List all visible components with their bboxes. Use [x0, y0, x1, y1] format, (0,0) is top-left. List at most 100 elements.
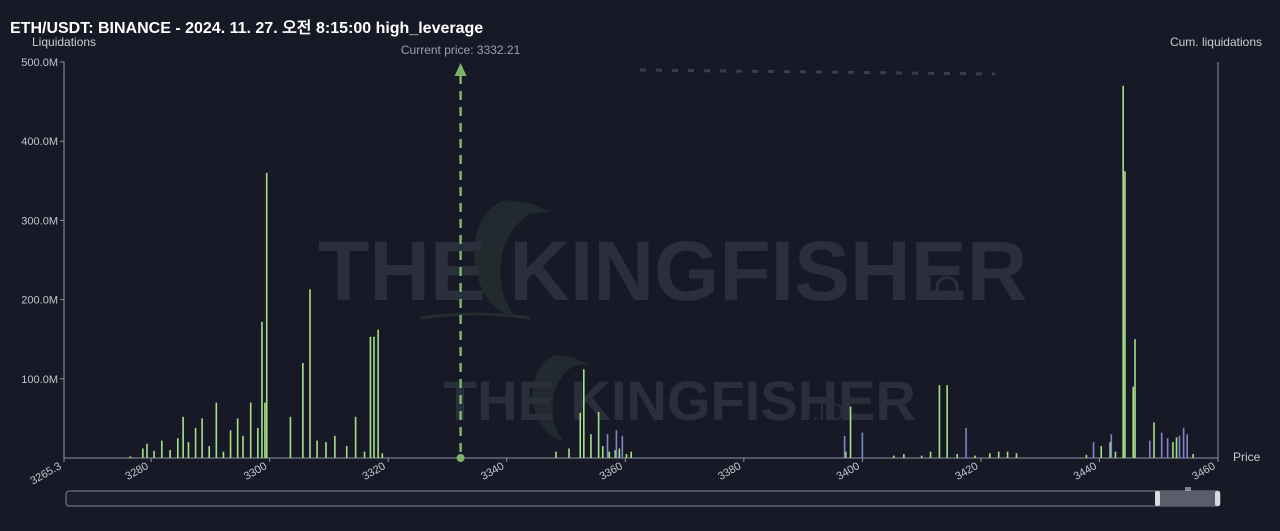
- liquidation-bar-alt: [965, 427, 967, 458]
- x-tick-label: 3280: [123, 460, 150, 483]
- navigator-track[interactable]: [65, 490, 1221, 507]
- liquidation-bar: [997, 451, 1000, 458]
- x-tick-label: 3460: [1190, 460, 1217, 483]
- liquidation-bar: [938, 385, 941, 458]
- liquidation-bar-alt: [606, 434, 609, 458]
- liquidation-bar: [920, 455, 923, 458]
- liquidation-bar-alt: [621, 435, 624, 458]
- liquidation-bar-alt: [1166, 438, 1169, 458]
- liquidation-bar-alt: [1186, 434, 1188, 458]
- liquidation-bar: [892, 455, 895, 458]
- x-tick-label: 3340: [479, 460, 506, 483]
- liquidation-bar: [222, 451, 225, 458]
- watermark-kingfisher-logo-large: [419, 200, 551, 320]
- liquidation-bar: [325, 442, 327, 458]
- liquidation-bar: [316, 440, 318, 458]
- right-axis-label: Cum. liquidations: [1170, 35, 1262, 49]
- liquidation-bar: [345, 446, 348, 458]
- x-tick-label: 3420: [953, 460, 980, 483]
- liquidation-bar: [249, 402, 252, 458]
- liquidation-bar-alt: [1178, 435, 1181, 458]
- navigator-grip-icon[interactable]: [1185, 487, 1191, 491]
- liquidation-bar: [1015, 453, 1018, 458]
- liquidation-bar-alt: [1182, 427, 1185, 458]
- y-axis-ticks: 100.0M 200.0M 300.0M 400.0M 500.0M: [21, 57, 64, 386]
- liquidation-bar-alt: [843, 435, 846, 458]
- liquidation-bar: [956, 454, 959, 458]
- liquidation-bar: [129, 456, 132, 458]
- current-price-marker: Current price: 3332.21: [401, 43, 521, 462]
- liquidation-bar: [1085, 454, 1088, 458]
- liquidation-bar: [625, 454, 628, 458]
- liquidation-bar: [194, 427, 197, 458]
- current-price-label: Current price: 3332.21: [401, 43, 521, 57]
- liquidation-bar: [257, 427, 259, 458]
- x-tick-label: 3360: [598, 460, 625, 483]
- range-navigator[interactable]: [65, 487, 1221, 507]
- navigator-selection[interactable]: [1158, 491, 1220, 506]
- liquidation-bar: [568, 448, 570, 458]
- liquidation-bar-alt: [1149, 440, 1151, 458]
- x-tick-label: 3265.3: [28, 460, 63, 487]
- liquidation-bar: [289, 416, 292, 458]
- liquidation-bar: [160, 440, 163, 458]
- x-tick-label: 3400: [835, 460, 862, 483]
- liquidation-bar: [1006, 451, 1009, 458]
- liquidation-bar: [1172, 442, 1174, 458]
- liquidation-bar: [176, 438, 179, 458]
- liquidation-bar: [373, 336, 375, 458]
- liquidation-bar: [989, 453, 991, 458]
- liquidation-bar: [583, 369, 585, 458]
- liquidation-bar: [169, 450, 171, 458]
- watermark: THE KINGFISHER .IO THE KINGFISHER .IO: [318, 200, 1027, 441]
- y-tick-label: 200.0M: [21, 295, 58, 307]
- liquidation-bar: [630, 451, 633, 458]
- x-axis-ticks: 3265.3 3280 3300 3320 3340 3360 3380 3400 3420 34…: [28, 458, 1219, 487]
- liquidation-bar-alt: [1110, 434, 1113, 458]
- x-tick-label: 3300: [242, 460, 269, 483]
- watermark-kingfisher-logo-small: [532, 355, 589, 441]
- liquidation-bar: [1134, 339, 1136, 458]
- liquidation-bar: [187, 442, 190, 458]
- y-tick-label: 100.0M: [21, 374, 58, 386]
- liquidation-bar: [903, 454, 905, 458]
- liquidation-bar: [1109, 442, 1111, 458]
- liquidation-bar: [236, 418, 239, 458]
- y-tick-label: 500.0M: [21, 57, 58, 69]
- liquidation-bar: [264, 402, 266, 458]
- watermark-text-large: THE KINGFISHER: [318, 224, 1027, 318]
- liquidation-bar: [369, 336, 372, 458]
- liquidation-bar: [1192, 454, 1194, 458]
- watermark-text-small: THE KINGFISHER: [443, 369, 916, 432]
- current-price-arrow-icon: [454, 63, 467, 76]
- x-axis-label: Price: [1233, 450, 1261, 464]
- liquidation-bar: [974, 455, 976, 458]
- x-tick-label: 3320: [361, 460, 388, 483]
- y-tick-label: 300.0M: [21, 215, 58, 227]
- navigator-left-handle[interactable]: [1155, 491, 1160, 506]
- liquidation-bar: [579, 412, 582, 458]
- liquidation-bar: [363, 451, 366, 458]
- liquidation-bar-alt: [1160, 432, 1163, 458]
- liquidation-bar: [1124, 171, 1126, 458]
- liquidation-bar: [201, 418, 203, 458]
- liquidation-bars: [129, 85, 1194, 458]
- current-price-dot: [456, 454, 465, 462]
- liquidation-bar: [142, 448, 144, 458]
- liquidation-bar: [229, 430, 232, 458]
- x-tick-label: 3380: [716, 460, 743, 483]
- faint-dashed-marks: [639, 68, 996, 76]
- liquidation-bar: [849, 406, 852, 458]
- liquidation-bar: [1132, 386, 1135, 458]
- liquidation-bar: [618, 448, 621, 458]
- liquidation-bar: [265, 172, 268, 458]
- liquidation-bar: [334, 435, 336, 458]
- liquidation-bar-alt: [861, 432, 864, 458]
- chart-title: ETH/USDT: BINANCE - 2024. 11. 27. 오전 8:1…: [10, 19, 483, 37]
- watermark-suffix-large: .IO: [915, 270, 960, 308]
- navigator-right-handle[interactable]: [1215, 491, 1220, 506]
- liquidation-bar: [1153, 422, 1155, 458]
- liquidation-bar: [608, 451, 611, 458]
- watermark-suffix-small: .IO: [812, 399, 844, 426]
